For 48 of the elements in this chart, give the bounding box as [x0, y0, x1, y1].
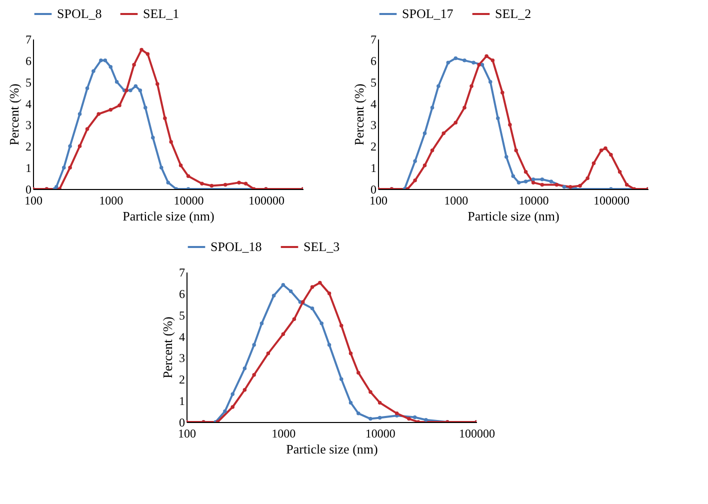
- x-tick-label: 10000: [365, 426, 396, 440]
- legend-label: SEL_2: [495, 6, 532, 21]
- y-tick-label: 2: [26, 140, 32, 154]
- y-tick-label: 4: [26, 96, 32, 111]
- y-tick-label: 1: [26, 161, 32, 176]
- x-axis-title: Particle size (nm): [286, 442, 378, 456]
- y-tick-label: 3: [179, 351, 185, 366]
- legend-label: SPOL_8: [57, 6, 102, 21]
- x-tick-label: 10000: [174, 194, 204, 208]
- y-tick-label: 5: [370, 75, 376, 90]
- x-tick-label: 100: [24, 194, 42, 208]
- x-tick-label: 100000: [248, 194, 284, 208]
- y-tick-label: 3: [26, 118, 32, 132]
- y-tick-label: 7: [26, 32, 32, 46]
- y-tick-label: 1: [370, 161, 376, 176]
- x-tick-label: 10000: [518, 194, 549, 208]
- y-tick-label: 4: [370, 96, 376, 111]
- legend-label: SEL_3: [304, 239, 340, 254]
- legend-label: SEL_1: [143, 6, 180, 21]
- x-tick-label: 100: [178, 426, 196, 440]
- y-axis-title: Percent (%): [160, 316, 175, 378]
- x-tick-label: 100: [370, 194, 388, 208]
- y-tick-label: 7: [370, 32, 376, 46]
- x-tick-label: 100000: [459, 426, 495, 440]
- x-axis-title: Particle size (nm): [122, 208, 214, 224]
- x-tick-label: 1000: [99, 194, 124, 208]
- y-tick-label: 2: [179, 372, 185, 387]
- legend-label: SPOL_17: [402, 6, 454, 21]
- y-tick-label: 5: [26, 75, 32, 90]
- y-tick-label: 0: [179, 416, 185, 430]
- x-tick-label: 100000: [593, 194, 630, 208]
- y-axis-title: Percent (%): [6, 84, 22, 146]
- y-tick-label: 0: [370, 182, 376, 196]
- y-tick-label: 0: [26, 182, 32, 196]
- x-tick-label: 1000: [272, 426, 296, 440]
- y-tick-label: 3: [370, 118, 376, 132]
- x-tick-label: 1000: [444, 194, 468, 208]
- y-tick-label: 4: [179, 330, 185, 344]
- legend-label: SPOL_18: [210, 239, 262, 254]
- y-tick-label: 6: [179, 286, 185, 301]
- y-tick-label: 2: [370, 140, 376, 154]
- y-tick-label: 7: [179, 266, 185, 280]
- y-tick-label: 6: [26, 54, 32, 68]
- y-tick-label: 6: [370, 54, 376, 68]
- y-axis-title: Percent (%): [352, 84, 366, 146]
- x-axis-title: Particle size (nm): [468, 208, 560, 224]
- y-tick-label: 5: [179, 308, 185, 322]
- y-tick-label: 1: [179, 394, 185, 408]
